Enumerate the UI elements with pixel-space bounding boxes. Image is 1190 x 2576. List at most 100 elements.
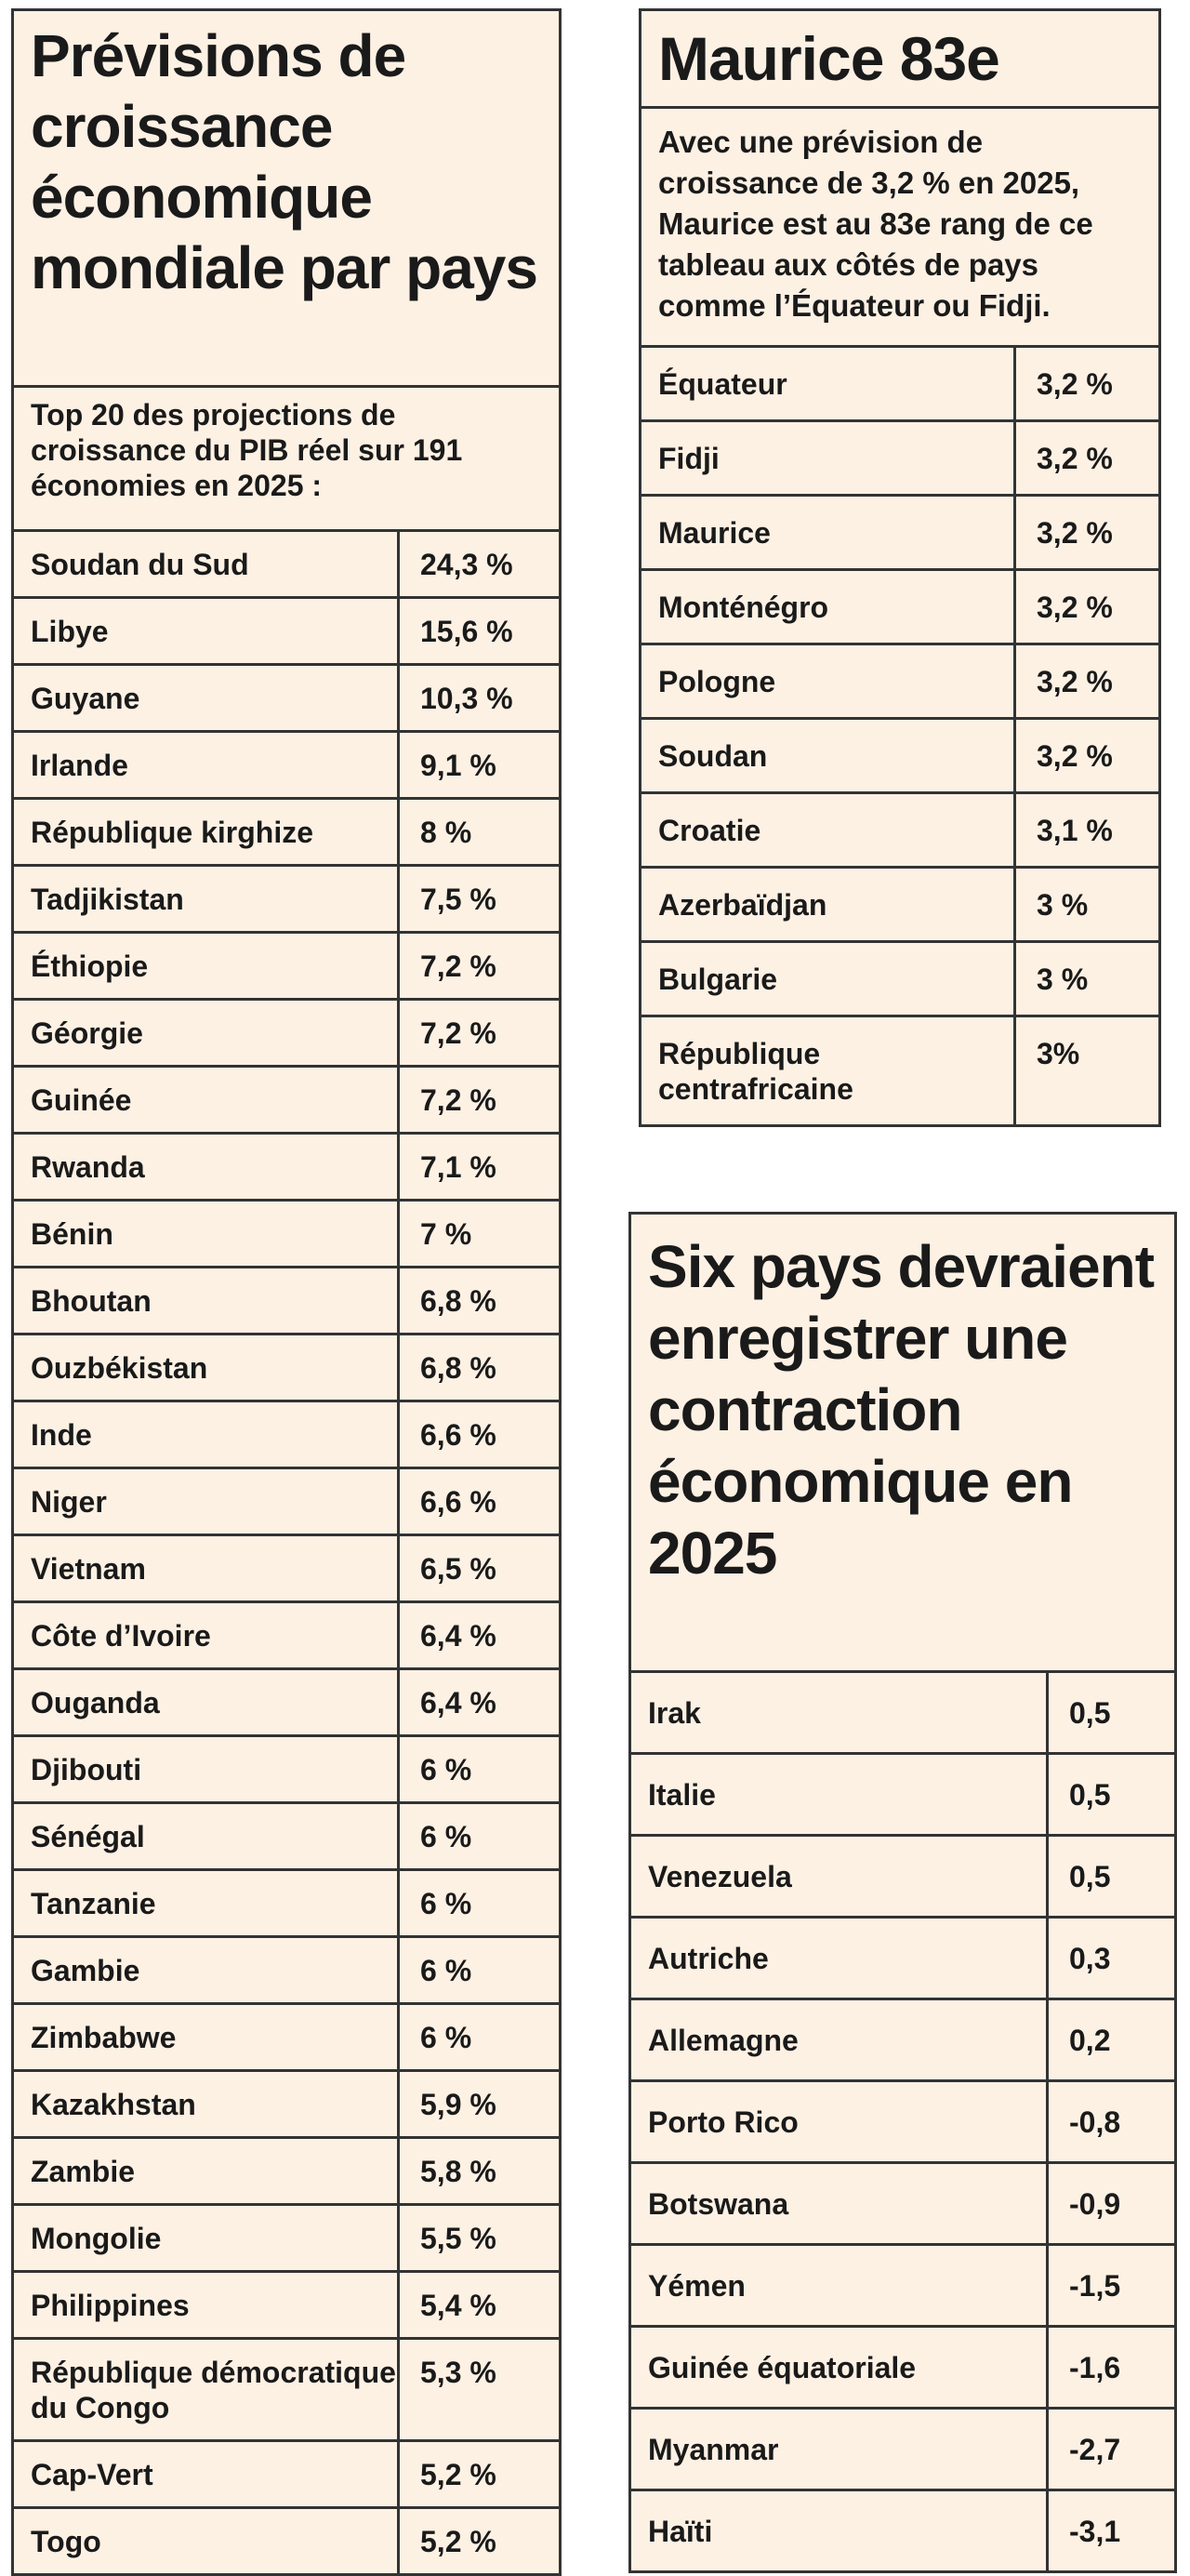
country: Géorgie: [31, 1016, 143, 1050]
table-row: Philippines 5,4 %: [14, 2273, 559, 2340]
country: Croatie: [658, 813, 761, 847]
value: 0,5: [1046, 1673, 1174, 1752]
value: 6,4 %: [397, 1603, 559, 1667]
country: Ouzbékistan: [31, 1350, 208, 1385]
table-row: Équateur 3,2 %: [641, 348, 1158, 422]
country: Venezuela: [648, 1859, 792, 1893]
title: Six pays devraient enregistrer une contr…: [631, 1215, 1174, 1673]
value: 6 %: [397, 1804, 559, 1868]
country: Tanzanie: [31, 1886, 156, 1920]
table-row: Tadjikistan 7,5 %: [14, 867, 559, 934]
table-row: Géorgie 7,2 %: [14, 1001, 559, 1068]
value: 7,5 %: [397, 867, 559, 931]
value: 3 %: [1013, 943, 1158, 1015]
country: Guinée équatoriale: [648, 2350, 917, 2384]
value: 3,2 %: [1013, 422, 1158, 494]
country: Tadjikistan: [31, 882, 184, 916]
value: 6,5 %: [397, 1536, 559, 1600]
country: Guyane: [31, 681, 140, 715]
country: Zambie: [31, 2154, 136, 2188]
table-row: Tanzanie 6 %: [14, 1871, 559, 1938]
table-row: Croatie 3,1 %: [641, 794, 1158, 869]
country: Sénégal: [31, 1819, 145, 1853]
title: Maurice 83e: [641, 11, 1158, 109]
value: 6 %: [397, 1871, 559, 1935]
country: Soudan du Sud: [31, 547, 249, 581]
country: Niger: [31, 1484, 107, 1519]
table-row: Éthiopie 7,2 %: [14, 934, 559, 1001]
value: -2,7: [1046, 2410, 1174, 2489]
value: 7,2 %: [397, 1068, 559, 1132]
value: 0,5: [1046, 1755, 1174, 1834]
value: 7,1 %: [397, 1135, 559, 1199]
value: -1,5: [1046, 2246, 1174, 2325]
country: Libye: [31, 614, 109, 648]
country: Zimbabwe: [31, 2020, 177, 2054]
country: Togo: [31, 2524, 101, 2558]
value: 9,1 %: [397, 733, 559, 797]
maurice-table: Maurice 83e Avec une prévision de croiss…: [639, 8, 1161, 1127]
value: 5,5 %: [397, 2206, 559, 2270]
value: 5,3 %: [397, 2340, 559, 2439]
country: Irak: [648, 1695, 701, 1730]
table-row: Bulgarie 3 %: [641, 943, 1158, 1017]
value: 5,8 %: [397, 2139, 559, 2203]
country: Kazakhstan: [31, 2087, 196, 2121]
value: -0,8: [1046, 2082, 1174, 2161]
table-row: Italie 0,5: [631, 1755, 1174, 1837]
value: 8 %: [397, 800, 559, 864]
text: Avec une prévision de croissance de 3,2 …: [641, 109, 1158, 348]
country: Myanmar: [648, 2432, 779, 2466]
table-row: Irak 0,5: [631, 1673, 1174, 1755]
value: 0,5: [1046, 1837, 1174, 1916]
country: Inde: [31, 1417, 92, 1452]
country: Allemagne: [648, 2023, 799, 2057]
value: 6,6 %: [397, 1402, 559, 1467]
value: 10,3 %: [397, 666, 559, 730]
rows: Équateur 3,2 % Fidji 3,2 % Maurice 3,2 % Monté…: [641, 348, 1158, 1124]
value: 0,3: [1046, 1919, 1174, 1998]
table-row: Vietnam 6,5 %: [14, 1536, 559, 1603]
country: Soudan: [658, 738, 768, 773]
country: Mongolie: [31, 2221, 162, 2255]
table-row: Togo 5,2 %: [14, 2509, 559, 2573]
value: 3,2 %: [1013, 497, 1158, 568]
country: Yémen: [648, 2268, 746, 2303]
value: 6,8 %: [397, 1268, 559, 1333]
table-row: Myanmar -2,7: [631, 2410, 1174, 2491]
value: 6,4 %: [397, 1670, 559, 1734]
table-row: Guinée 7,2 %: [14, 1068, 559, 1135]
country: Éthiopie: [31, 949, 149, 983]
country: Djibouti: [31, 1752, 142, 1786]
table-row: Zimbabwe 6 %: [14, 2005, 559, 2072]
table-row: Niger 6,6 %: [14, 1469, 559, 1536]
country: République kirghize: [31, 815, 314, 849]
value: 3%: [1013, 1017, 1158, 1124]
value: 5,9 %: [397, 2072, 559, 2136]
value: 3,2 %: [1013, 348, 1158, 419]
value: 5,4 %: [397, 2273, 559, 2337]
table-row: Haïti -3,1: [631, 2491, 1174, 2570]
table-row: République kirghize 8 %: [14, 800, 559, 867]
country: Irlande: [31, 748, 128, 782]
table-row: Allemagne 0,2: [631, 2000, 1174, 2082]
table-row: Bénin 7 %: [14, 1202, 559, 1268]
country: Équateur: [658, 366, 787, 401]
value: -1,6: [1046, 2328, 1174, 2407]
country: Bénin: [31, 1216, 113, 1251]
table-row: Cap-Vert 5,2 %: [14, 2442, 559, 2509]
table-row: Djibouti 6 %: [14, 1737, 559, 1804]
country: République démocratique du Congo: [31, 2355, 396, 2424]
value: -3,1: [1046, 2491, 1174, 2570]
value: 15,6 %: [397, 599, 559, 663]
growth-table: Prévisions de croissance économique mond…: [11, 8, 562, 2576]
country: Azerbaïdjan: [658, 887, 827, 922]
table-row: Kazakhstan 5,9 %: [14, 2072, 559, 2139]
country: Maurice: [658, 515, 771, 550]
country: Bulgarie: [658, 962, 778, 996]
table-row: Irlande 9,1 %: [14, 733, 559, 800]
value: 7,2 %: [397, 1001, 559, 1065]
value: 3,2 %: [1013, 571, 1158, 643]
country: Côte d’Ivoire: [31, 1618, 211, 1653]
